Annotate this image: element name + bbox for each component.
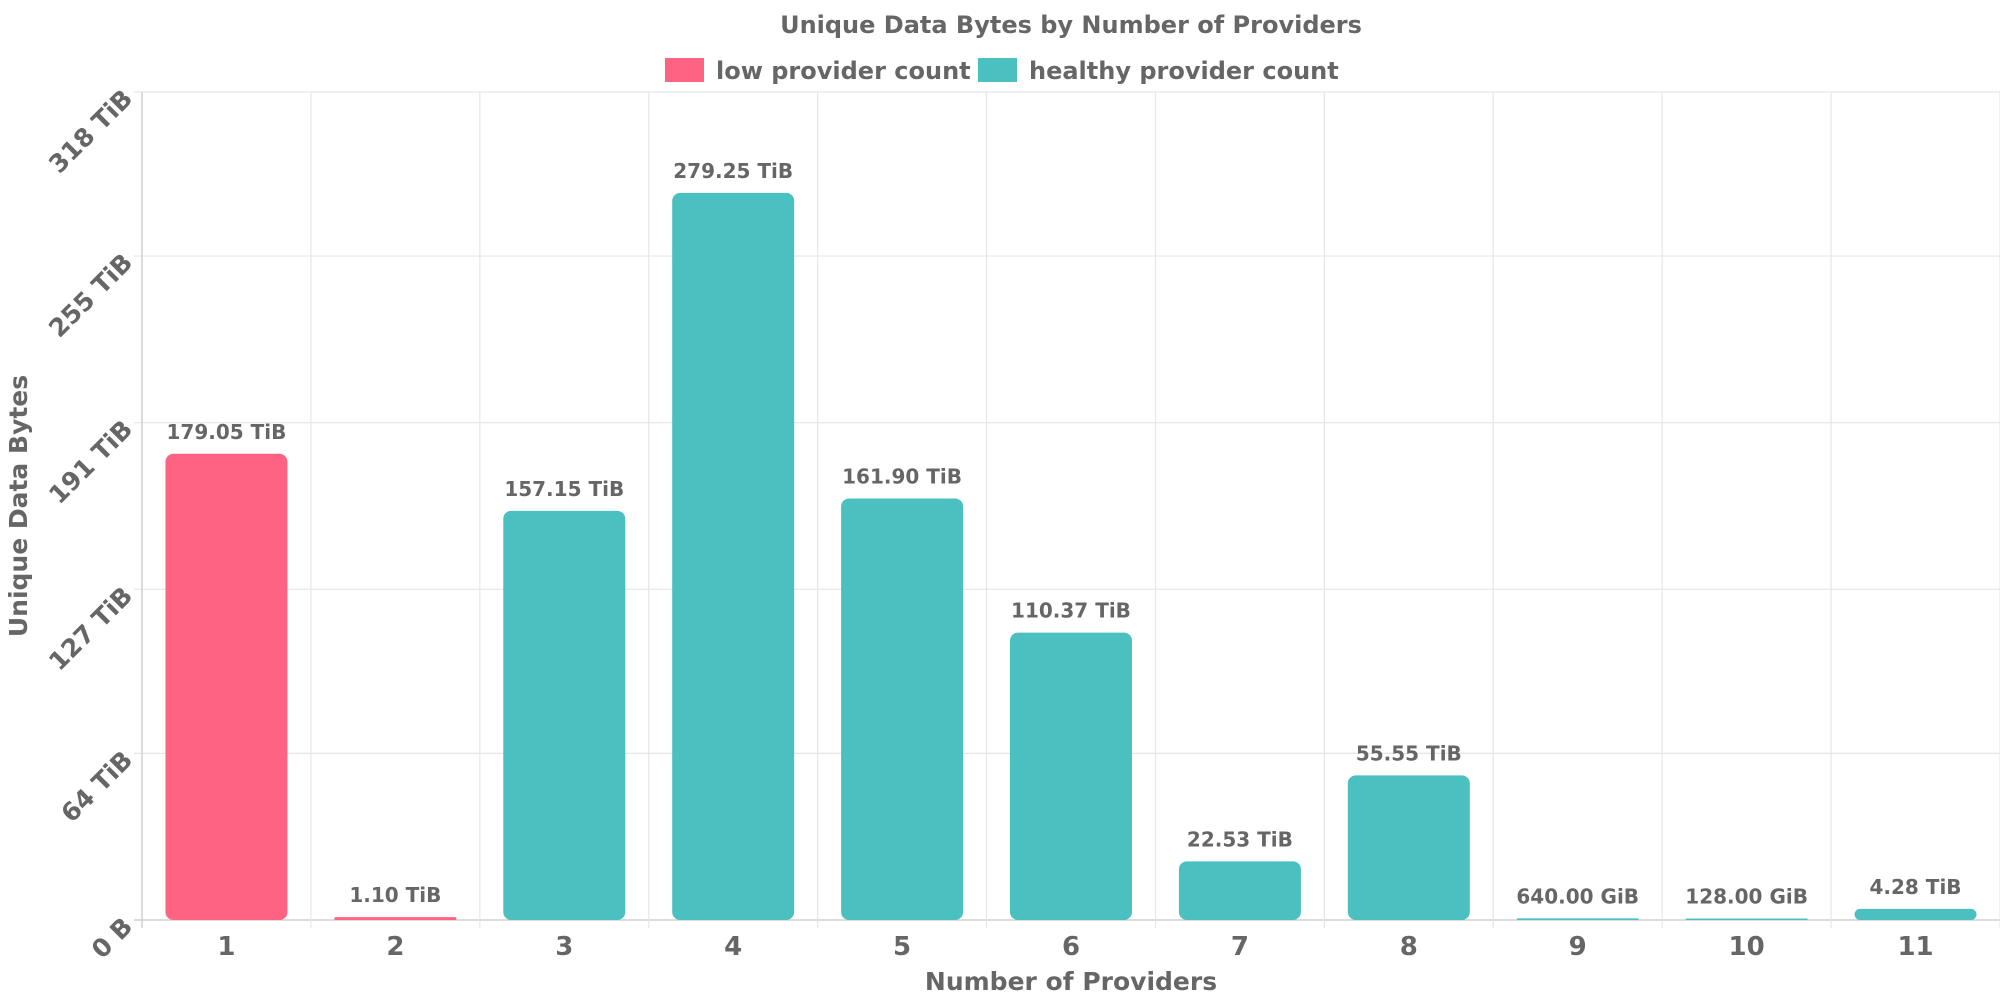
data-label-4: 279.25 TiB (673, 159, 793, 183)
bar-4[interactable] (672, 192, 795, 920)
data-label-8: 55.55 TiB (1356, 741, 1462, 765)
x-axis-ticks: 1 2 3 4 5 6 7 8 9 10 11 (217, 932, 1933, 962)
x-tick-label-7: 7 (1231, 932, 1249, 962)
legend-label-low[interactable]: low provider count (716, 57, 971, 85)
legend-swatch-healthy (978, 58, 1017, 82)
bar-2[interactable] (334, 917, 457, 920)
x-tick-label-4: 4 (724, 932, 742, 962)
y-tick-label: 0 B (86, 912, 138, 964)
bar-9[interactable] (1516, 918, 1639, 920)
bar-5[interactable] (841, 498, 964, 920)
data-label-11: 4.28 TiB (1870, 875, 1962, 899)
data-label-7: 22.53 TiB (1187, 827, 1293, 851)
data-label-2: 1.10 TiB (349, 883, 441, 907)
legend[interactable]: low provider count healthy provider coun… (665, 57, 1339, 85)
y-tick-label: 191 TiB (43, 414, 138, 509)
data-label-10: 128.00 GiB (1685, 885, 1808, 909)
legend-swatch-low (665, 58, 704, 82)
x-tick-label-1: 1 (217, 932, 235, 962)
grid (134, 91, 2000, 928)
data-label-3: 157.15 TiB (504, 477, 624, 501)
chart-title: Unique Data Bytes by Number of Providers (780, 11, 1362, 39)
bar-3[interactable] (503, 510, 626, 920)
bars (165, 192, 1977, 921)
bar-7[interactable] (1178, 861, 1301, 920)
y-tick-label: 64 TiB (55, 745, 138, 828)
y-tick-label: 318 TiB (43, 84, 138, 179)
x-tick-label-3: 3 (555, 932, 573, 962)
bar-6[interactable] (1010, 632, 1132, 920)
bar-10[interactable] (1685, 918, 1808, 921)
x-tick-label-5: 5 (893, 932, 911, 962)
x-tick-label-11: 11 (1897, 932, 1933, 962)
bar-1[interactable] (165, 453, 288, 920)
x-tick-label-6: 6 (1062, 932, 1080, 962)
data-label-6: 110.37 TiB (1011, 599, 1131, 623)
bar-8[interactable] (1347, 775, 1470, 920)
x-tick-label-9: 9 (1569, 932, 1587, 962)
y-tick-label: 255 TiB (43, 248, 138, 343)
data-label-9: 640.00 GiB (1516, 884, 1639, 908)
data-labels: 179.05 TiB 1.10 TiB 157.15 TiB 279.25 TiB 16… (167, 159, 1962, 909)
x-tick-label-2: 2 (386, 932, 404, 962)
legend-label-healthy[interactable]: healthy provider count (1029, 57, 1339, 85)
x-tick-label-8: 8 (1400, 932, 1418, 962)
data-label-5: 161.90 TiB (842, 464, 962, 488)
bar-11[interactable] (1854, 908, 1977, 920)
data-label-1: 179.05 TiB (167, 420, 287, 444)
y-axis-title: Unique Data Bytes (4, 375, 33, 637)
y-tick-label: 127 TiB (43, 581, 138, 676)
y-axis-ticks: 0 B 64 TiB 127 TiB 191 TiB 255 TiB 318 TiB (43, 84, 138, 964)
x-tick-label-10: 10 (1729, 932, 1765, 962)
x-axis-title: Number of Providers (925, 967, 1217, 996)
